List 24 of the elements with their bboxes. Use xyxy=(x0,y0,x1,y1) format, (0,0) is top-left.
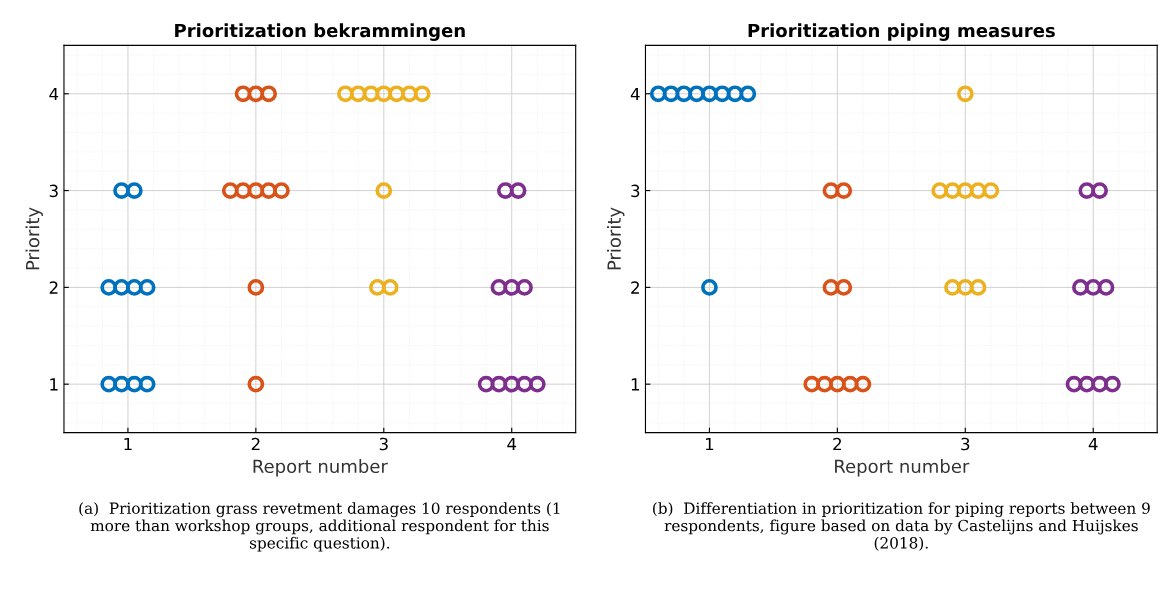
y-tick-label: 4 xyxy=(49,87,59,101)
chart-title: Prioritization piping measures xyxy=(748,23,1055,41)
y-tick-label: 4 xyxy=(630,87,640,101)
text: (b) Differentiation in prioritization for piping reports between 9 respondents, figure based on data by Castelijns and Huijskes (2018). xyxy=(653,502,1150,551)
x-tick-label: 1 xyxy=(705,437,714,451)
y-tick-label: 1 xyxy=(50,378,58,391)
x-axis-title: Report number xyxy=(253,459,388,477)
y-tick-label: 2 xyxy=(631,281,639,294)
x-tick-label: 4 xyxy=(1088,437,1098,451)
x-tick-label: 2 xyxy=(833,437,841,451)
x-tick-label: 4 xyxy=(507,437,517,451)
y-tick-label: 2 xyxy=(49,281,58,294)
y-axis-title: Priority xyxy=(25,207,43,270)
chart-title: Prioritization bekrammingen xyxy=(175,23,465,41)
y-tick-label: 3 xyxy=(631,184,640,198)
x-tick-label: 3 xyxy=(961,437,970,451)
x-tick-label: 2 xyxy=(251,437,260,451)
y-tick-label: 1 xyxy=(631,378,640,391)
x-axis-title: Report number xyxy=(835,459,970,477)
text: (a) Prioritization grass revetment damages 10 respondents (1 more than workshop groups, additional respondent for this specific question). xyxy=(79,502,560,552)
x-tick-label: 1 xyxy=(124,437,132,451)
x-tick-label: 3 xyxy=(379,437,388,451)
y-tick-label: 3 xyxy=(49,184,58,198)
y-axis-title: Priority xyxy=(606,207,625,270)
